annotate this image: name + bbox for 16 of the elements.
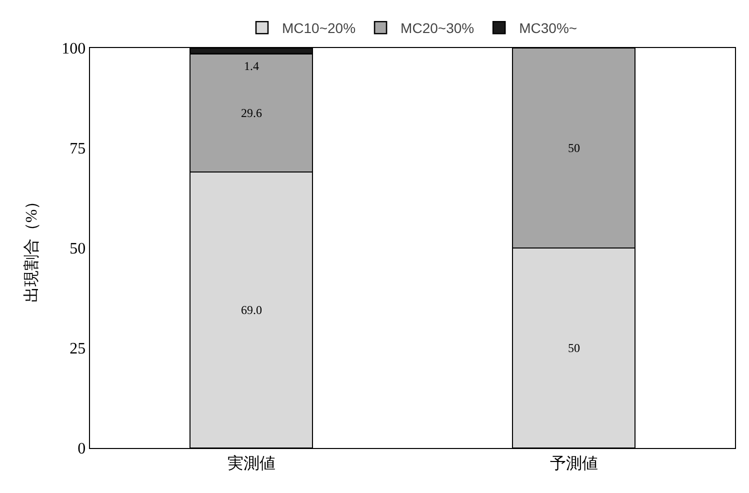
data-label: 69.0 — [241, 303, 262, 317]
legend-label: MC20~30% — [400, 20, 474, 36]
y-tick-label: 25 — [70, 340, 86, 358]
legend-label: MC30%~ — [519, 20, 578, 36]
data-label: 50 — [568, 341, 580, 355]
y-tick-label: 0 — [78, 440, 86, 458]
y-axis-title: 出現割合（%） — [22, 193, 41, 303]
y-tick-label: 75 — [70, 140, 86, 158]
data-label: 50 — [568, 141, 580, 155]
data-label: 29.6 — [241, 106, 262, 120]
x-tick-label: 予測値 — [550, 454, 598, 472]
y-tick-label: 50 — [70, 240, 86, 258]
x-tick-label: 実測値 — [227, 454, 276, 472]
data-label: 1.4 — [244, 59, 259, 73]
legend-label: MC10~20% — [282, 20, 356, 36]
y-tick-label: 100 — [62, 40, 86, 58]
